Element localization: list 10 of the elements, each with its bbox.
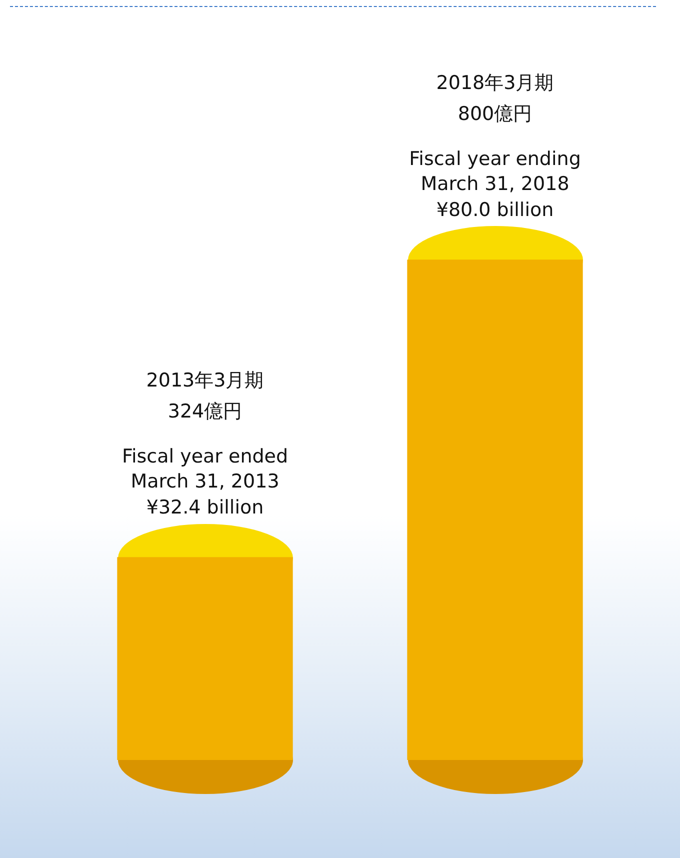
text: March 31, 2018	[420, 173, 570, 195]
annotation: March 31, 2013	[130, 470, 280, 492]
text: 800億円	[458, 103, 532, 125]
text: Fiscal year ending	[409, 148, 581, 170]
annotation: 324億円	[168, 400, 242, 422]
text: 2018年3月期	[436, 72, 554, 94]
annotation: 2013年3月期	[146, 370, 264, 392]
annotation: Fiscal year ended	[122, 446, 288, 468]
data-label: ¥80.0 billion	[436, 199, 554, 221]
data-label: ¥32.4 billion	[146, 496, 264, 518]
